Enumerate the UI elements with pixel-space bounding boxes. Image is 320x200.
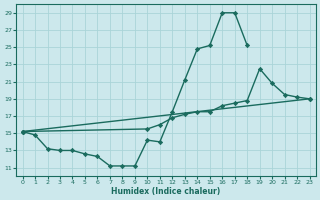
X-axis label: Humidex (Indice chaleur): Humidex (Indice chaleur) <box>111 187 221 196</box>
